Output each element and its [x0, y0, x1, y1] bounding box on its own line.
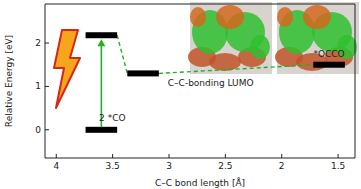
x-tick [225, 154, 226, 158]
frame [45, 4, 355, 5]
x-tick [56, 154, 57, 158]
level-label: 2 *CO [99, 113, 125, 123]
connector [117, 35, 127, 73]
x-tick-label: 1.5 [331, 161, 345, 171]
energy-level [127, 70, 159, 76]
x-axis [45, 158, 355, 159]
orbital-lobe [303, 5, 331, 29]
y-axis-label: Relative Energy [eV] [4, 35, 14, 127]
x-axis-label: C–C bond length [Å] [155, 177, 245, 188]
x-tick-label: 4 [53, 161, 59, 171]
x-tick-label: 2.5 [218, 161, 232, 171]
y-tick [45, 129, 49, 130]
x-tick [169, 154, 170, 158]
y-tick-label: 1 [35, 81, 41, 91]
x-tick [338, 154, 339, 158]
frame [355, 4, 356, 158]
x-tick-label: 2 [279, 161, 285, 171]
level-label: C–C-bonding LUMO [168, 78, 254, 88]
energy-level [86, 32, 118, 38]
connector [159, 65, 313, 74]
arrow-head [97, 39, 105, 46]
plot-area [86, 32, 345, 133]
y-axis [45, 4, 46, 158]
x-tick-label: 3 [166, 161, 172, 171]
chart: 4 3.5 3 2.5 2 1.5 0 1 2 C–C bond length [Å] Relati… [0, 0, 361, 189]
y-tick-label: 0 [35, 125, 41, 135]
energy-level [313, 62, 345, 68]
lightning-icon [54, 30, 80, 108]
y-tick [45, 43, 49, 44]
orbital-lobe [209, 53, 241, 71]
y-tick [45, 86, 49, 87]
energy-level [86, 127, 118, 133]
x-tick [112, 154, 113, 158]
y-tick-label: 2 [35, 38, 41, 48]
orbital-picture [275, 2, 359, 74]
orbital-lobe [277, 7, 293, 27]
orbital-lobe [190, 7, 206, 27]
x-tick-label: 3.5 [105, 161, 119, 171]
x-tick [281, 154, 282, 158]
orbital-lobe [216, 5, 244, 29]
orbital-lobe [250, 35, 270, 59]
level-label: *OCCO [313, 49, 344, 59]
orbital-picture [188, 2, 272, 74]
